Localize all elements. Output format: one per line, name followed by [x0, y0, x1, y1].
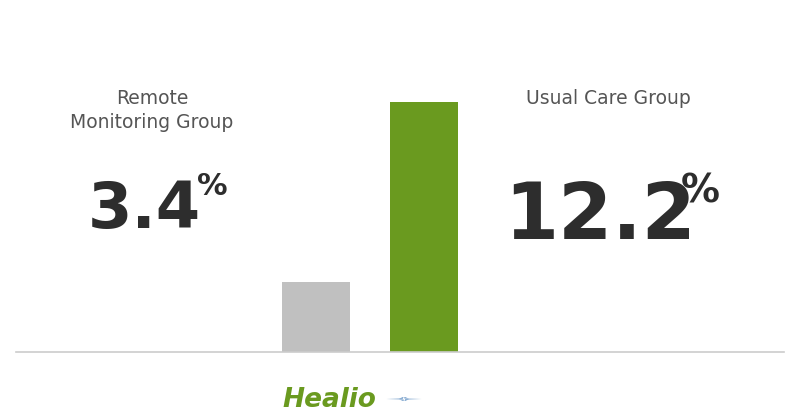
Text: Rehospitalization rates with remote monitoring vs. usual care:: Rehospitalization rates with remote moni… [42, 19, 758, 38]
Text: 12.2: 12.2 [504, 179, 696, 255]
Text: %: % [681, 172, 719, 210]
Text: Usual Care Group: Usual Care Group [526, 89, 690, 108]
Text: Healio: Healio [282, 387, 376, 413]
Polygon shape [386, 397, 422, 401]
Bar [390, 102, 458, 352]
Text: Remote
Monitoring Group: Remote Monitoring Group [70, 89, 234, 132]
Text: %: % [197, 172, 227, 201]
Bar [282, 283, 350, 352]
Text: 3.4: 3.4 [87, 179, 201, 241]
